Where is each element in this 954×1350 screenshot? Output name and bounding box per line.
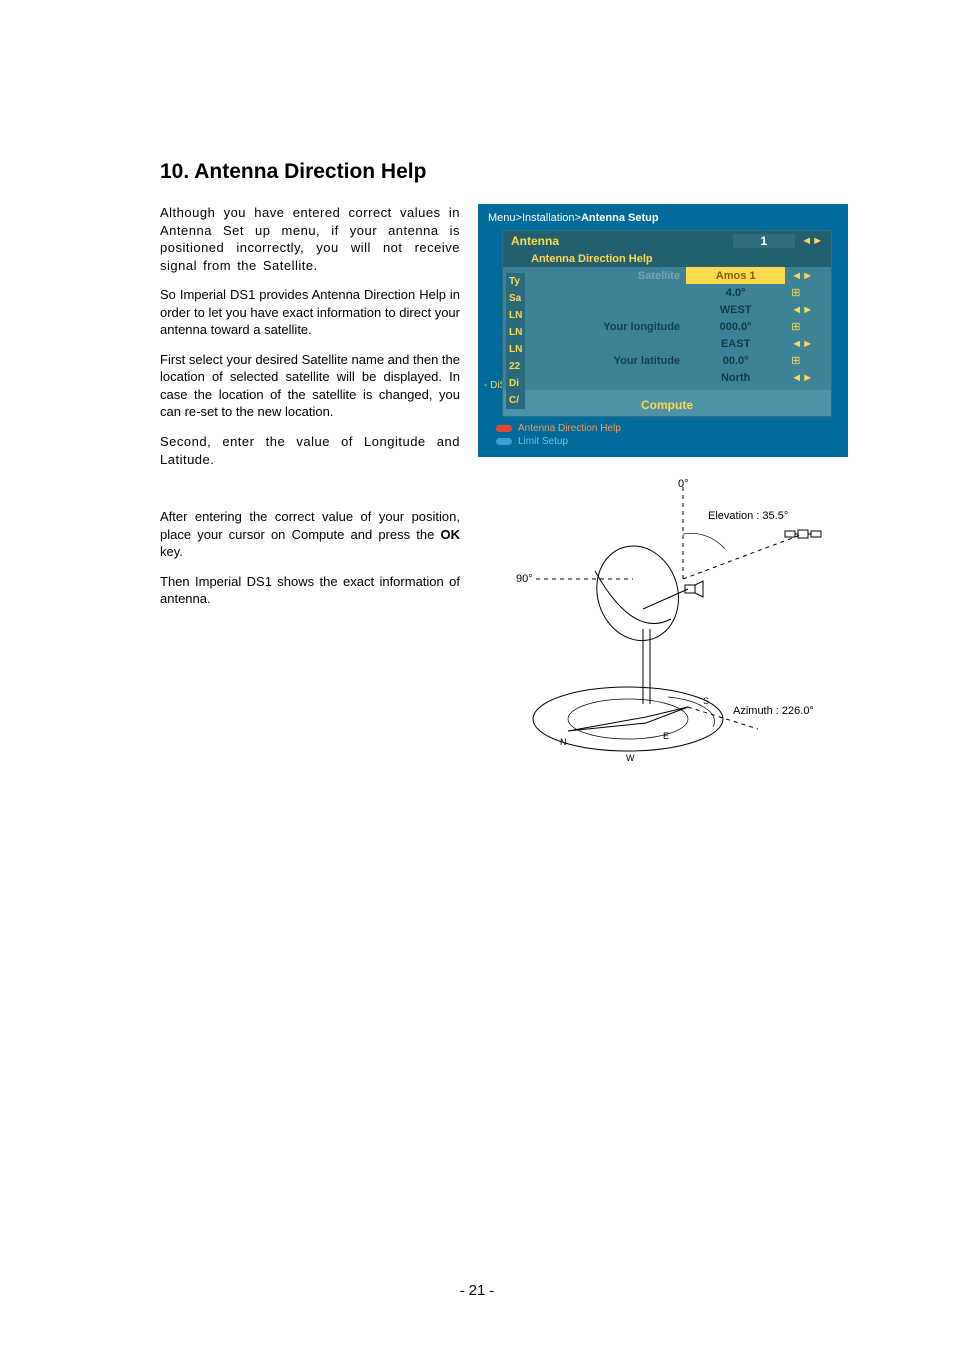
antenna-diagram: .ln { stroke:#000; stroke-width:1; fill:… [508, 479, 848, 779]
form-row[interactable]: Your latitude00.0°⊞ [503, 352, 831, 369]
field-label [503, 369, 686, 386]
arrows-icon: ◄► [785, 301, 831, 318]
field-value: 4.0° [686, 284, 785, 301]
field-value: EAST [686, 335, 785, 352]
osd-screenshot: Menu>Installation>Antenna Setup - DiSEqC… [478, 204, 848, 457]
dialog-title: Antenna Direction Help [503, 251, 831, 267]
side-label: Sa [506, 290, 525, 307]
field-value: Amos 1 [686, 267, 785, 284]
osd-panel: Antenna 1 ◄► Antenna Direction Help TySa… [502, 230, 832, 417]
field-label [503, 301, 686, 318]
antenna-selector-row[interactable]: Antenna 1 ◄► [503, 231, 831, 251]
antenna-label: Antenna [511, 234, 559, 248]
paragraph: Although you have entered correct values… [160, 204, 460, 274]
paragraph: First select your desired Satellite name… [160, 351, 460, 421]
compute-button[interactable]: Compute [503, 390, 831, 416]
side-label: Ty [506, 273, 525, 290]
side-label: Di [506, 375, 525, 392]
side-label: 22 [506, 358, 525, 375]
body-text-column: Although you have entered correct values… [160, 204, 460, 779]
svg-text:N: N [560, 737, 567, 747]
form-row[interactable]: Your longitude000.0°⊞ [503, 318, 831, 335]
arrows-icon: ◄► [785, 267, 831, 284]
side-label: C/ [506, 392, 525, 409]
red-dot-icon [496, 425, 512, 432]
form-table: SatelliteAmos 1◄►4.0°⊞WEST◄►Your longitu… [503, 267, 831, 386]
azimuth-label: Azimuth : 226.0° [733, 705, 814, 717]
antenna-value: 1 [733, 234, 796, 248]
page-number: - 21 - [0, 1282, 954, 1300]
field-label: Satellite [503, 267, 686, 284]
zero-degree-label: 0° [678, 479, 689, 490]
keypad-icon: ⊞ [785, 318, 831, 335]
blue-dot-icon [496, 438, 512, 445]
form-row[interactable]: 4.0°⊞ [503, 284, 831, 301]
arrows-icon: ◄► [801, 235, 823, 247]
paragraph: Then Imperial DS1 shows the exact inform… [160, 573, 460, 608]
legend-blue: Limit Setup [496, 436, 830, 447]
field-value: 00.0° [686, 352, 785, 369]
side-label: LN [506, 341, 525, 358]
svg-text:W: W [626, 753, 635, 763]
field-label [503, 284, 686, 301]
svg-text:S: S [703, 696, 709, 706]
section-heading: 10. Antenna Direction Help [160, 160, 794, 184]
form-row[interactable]: WEST◄► [503, 301, 831, 318]
side-label: LN [506, 324, 525, 341]
field-value: WEST [686, 301, 785, 318]
field-label: Your latitude [503, 352, 686, 369]
elevation-label: Elevation : 35.5° [708, 510, 788, 522]
paragraph: After entering the correct value of your… [160, 508, 460, 561]
paragraph: So Imperial DS1 provides Antenna Directi… [160, 286, 460, 339]
field-label [503, 335, 686, 352]
keypad-icon: ⊞ [785, 352, 831, 369]
arrows-icon: ◄► [785, 369, 831, 386]
svg-text:E: E [663, 731, 669, 741]
field-label: Your longitude [503, 318, 686, 335]
arrows-icon: ◄► [785, 335, 831, 352]
breadcrumb: Menu>Installation>Antenna Setup [484, 210, 842, 230]
paragraph: Second, enter the value of Longitude and… [160, 433, 460, 468]
form-row[interactable]: EAST◄► [503, 335, 831, 352]
ninety-degree-label: 90° [516, 573, 533, 585]
keypad-icon: ⊞ [785, 284, 831, 301]
legend-red: Antenna Direction Help [496, 423, 830, 434]
form-row[interactable]: SatelliteAmos 1◄► [503, 267, 831, 284]
form-row[interactable]: North◄► [503, 369, 831, 386]
side-label: LN [506, 307, 525, 324]
field-value: North [686, 369, 785, 386]
field-value: 000.0° [686, 318, 785, 335]
